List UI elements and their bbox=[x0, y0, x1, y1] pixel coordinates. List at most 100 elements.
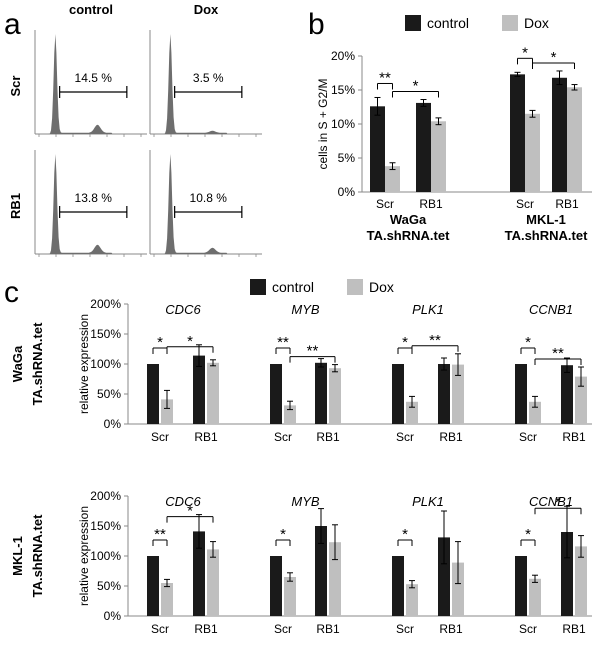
gene-label: CCNB1 bbox=[529, 494, 573, 509]
bar-control bbox=[552, 77, 567, 192]
bar-dox bbox=[284, 577, 296, 616]
gene-label: PLK1 bbox=[412, 494, 444, 509]
row-label-rb1: RB1 bbox=[8, 193, 23, 219]
legend-label-dox: Dox bbox=[524, 15, 549, 31]
y-tick-label: 150% bbox=[90, 327, 121, 341]
significance-label: * bbox=[522, 44, 528, 61]
x-tick-label: RB1 bbox=[194, 622, 218, 636]
gate-percentage: 13.8 % bbox=[75, 191, 113, 205]
x-tick-label: RB1 bbox=[419, 197, 443, 211]
legend-swatch-dox bbox=[347, 279, 363, 295]
row-label-line2: TA.shRNA.tet bbox=[30, 322, 45, 405]
x-tick-label: Scr bbox=[516, 197, 534, 211]
bar-dox bbox=[452, 364, 464, 424]
gene-label: MYB bbox=[291, 494, 320, 509]
significance-label: ** bbox=[379, 69, 391, 86]
group-label-line1: MKL-1 bbox=[526, 212, 566, 227]
significance-label: * bbox=[525, 526, 531, 543]
y-tick-label: 5% bbox=[338, 151, 356, 165]
panel-label-c: c bbox=[4, 276, 19, 309]
y-tick-label: 0% bbox=[338, 185, 356, 199]
y-tick-label: 200% bbox=[90, 297, 121, 311]
bar-control bbox=[193, 531, 205, 616]
bar-dox bbox=[525, 113, 540, 192]
x-tick-label: RB1 bbox=[194, 430, 218, 444]
x-tick-label: Scr bbox=[274, 622, 292, 636]
bar-control bbox=[515, 364, 527, 424]
x-tick-label: Scr bbox=[151, 430, 169, 444]
bar-dox bbox=[406, 584, 418, 616]
panel-label-b: b bbox=[308, 8, 325, 41]
row-label-scr: Scr bbox=[8, 76, 23, 97]
bar-control bbox=[193, 355, 205, 424]
column-label-dox: Dox bbox=[194, 2, 219, 17]
group-label-line1: WaGa bbox=[390, 212, 427, 227]
gate-percentage: 10.8 % bbox=[190, 191, 228, 205]
legend-swatch-control bbox=[250, 279, 266, 295]
x-tick-label: Scr bbox=[519, 622, 537, 636]
y-tick-label: 100% bbox=[90, 549, 121, 563]
row-label-line2: TA.shRNA.tet bbox=[30, 514, 45, 597]
x-tick-label: RB1 bbox=[316, 430, 340, 444]
bar-dox bbox=[161, 583, 173, 616]
bar-dox bbox=[575, 546, 587, 616]
bar-dox bbox=[161, 399, 173, 424]
gene-label: CDC6 bbox=[165, 302, 201, 317]
significance-label: * bbox=[555, 494, 561, 511]
legend-label-control: control bbox=[272, 279, 314, 295]
significance-label: * bbox=[157, 334, 163, 351]
bar-control bbox=[147, 556, 159, 616]
gene-label: MYB bbox=[291, 302, 320, 317]
bar-control bbox=[147, 364, 159, 424]
row-label-line1: WaGa bbox=[10, 345, 25, 382]
gene-label: PLK1 bbox=[412, 302, 444, 317]
row-label-line1: MKL-1 bbox=[10, 536, 25, 576]
panel-a: a control Dox Scr RB1 14.5 % 3.5 % 13.8 % 10.8 % bbox=[4, 2, 262, 257]
column-label-control: control bbox=[69, 2, 113, 17]
bar-control bbox=[315, 526, 327, 616]
x-tick-label: RB1 bbox=[439, 430, 463, 444]
gene-label: CDC6 bbox=[165, 494, 201, 509]
y-tick-label: 10% bbox=[331, 117, 355, 131]
legend-swatch-control bbox=[405, 15, 421, 31]
bar-control bbox=[438, 537, 450, 616]
x-tick-label: RB1 bbox=[316, 622, 340, 636]
bar-dox bbox=[567, 87, 582, 192]
legend-label-control: control bbox=[427, 15, 469, 31]
bar-dox bbox=[207, 362, 219, 424]
bar-dox bbox=[529, 578, 541, 616]
gene-label: CCNB1 bbox=[529, 302, 573, 317]
significance-label: ** bbox=[154, 526, 166, 543]
y-axis-label: relative expression bbox=[77, 314, 91, 414]
significance-label: ** bbox=[277, 334, 289, 351]
bar-control bbox=[416, 102, 431, 192]
group-label-line2: TA.shRNA.tet bbox=[367, 228, 450, 243]
significance-label: * bbox=[551, 49, 557, 66]
y-tick-label: 20% bbox=[331, 49, 355, 63]
x-tick-label: RB1 bbox=[555, 197, 579, 211]
bar-dox bbox=[431, 121, 446, 192]
x-tick-label: Scr bbox=[274, 430, 292, 444]
significance-label: * bbox=[525, 334, 531, 351]
y-axis-label: cells in S + G2/M bbox=[316, 78, 330, 169]
bar-dox bbox=[385, 166, 400, 192]
y-tick-label: 0% bbox=[104, 417, 122, 431]
panel-b: b control Dox 0% 5% 10% 15% 20% cells in S + G2/… bbox=[308, 8, 592, 243]
bar-control bbox=[315, 362, 327, 424]
x-tick-label: Scr bbox=[396, 430, 414, 444]
significance-label: ** bbox=[307, 343, 319, 360]
x-tick-label: Scr bbox=[396, 622, 414, 636]
gate-percentage: 14.5 % bbox=[75, 71, 113, 85]
legend-label-dox: Dox bbox=[369, 279, 394, 295]
legend-swatch-dox bbox=[502, 15, 518, 31]
panel-label-a: a bbox=[4, 8, 21, 41]
significance-label: ** bbox=[429, 332, 441, 349]
x-tick-label: RB1 bbox=[562, 430, 586, 444]
y-tick-label: 150% bbox=[90, 519, 121, 533]
bar-control bbox=[561, 365, 573, 424]
significance-label: * bbox=[187, 503, 193, 520]
x-tick-label: RB1 bbox=[439, 622, 463, 636]
y-tick-label: 50% bbox=[97, 579, 121, 593]
x-tick-label: Scr bbox=[519, 430, 537, 444]
